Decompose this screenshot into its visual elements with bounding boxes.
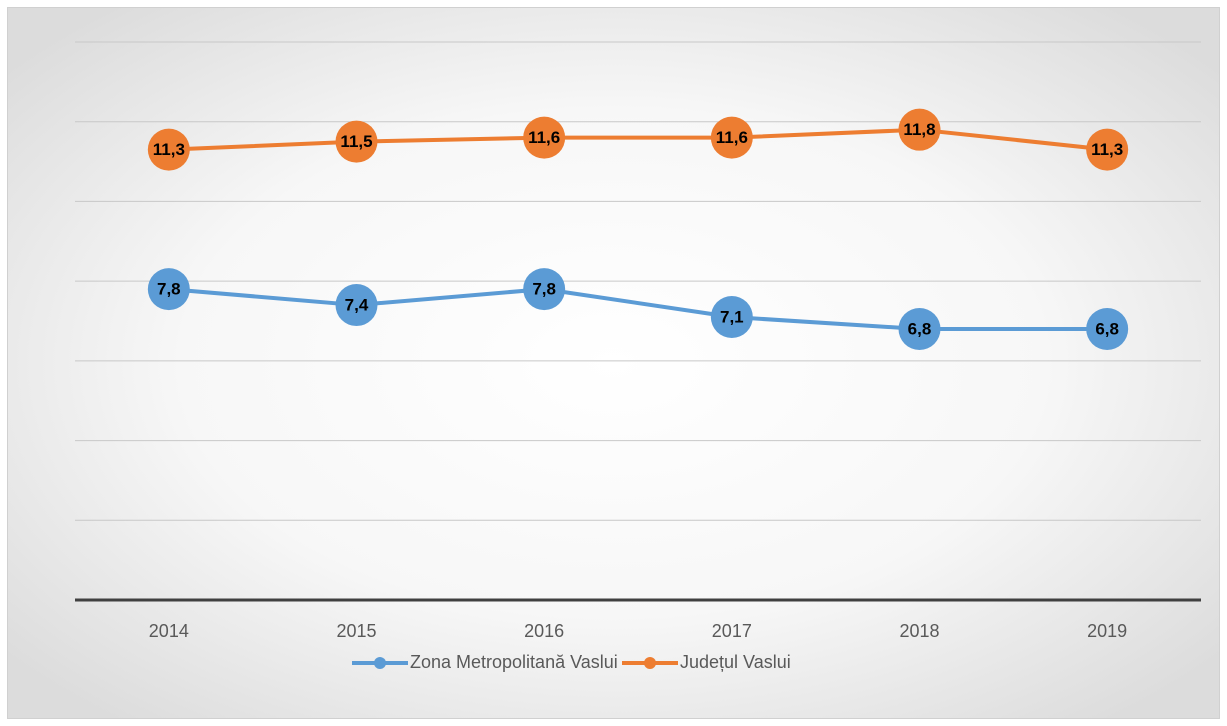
- data-label: 11,6: [716, 128, 748, 147]
- chart-background: [7, 7, 1220, 719]
- data-point: [898, 307, 941, 350]
- data-label: 7,8: [157, 280, 181, 299]
- data-point: [335, 284, 378, 327]
- legend-marker: [644, 657, 656, 669]
- legend-marker: [374, 657, 386, 669]
- data-label: 11,8: [903, 120, 935, 139]
- legend-label: Zona Metropolitană Vaslui: [410, 652, 618, 672]
- data-label: 7,4: [345, 296, 369, 315]
- data-point: [335, 120, 378, 163]
- data-point: [147, 128, 190, 171]
- data-label: 11,6: [528, 128, 560, 147]
- data-label: 6,8: [908, 319, 932, 338]
- x-tick-label: 2015: [336, 621, 376, 641]
- data-point: [898, 108, 941, 151]
- data-label: 6,8: [1095, 319, 1119, 338]
- data-point: [1086, 307, 1129, 350]
- x-tick-label: 2019: [1087, 621, 1127, 641]
- data-point: [523, 268, 566, 311]
- x-tick-label: 2016: [524, 621, 564, 641]
- data-point: [147, 268, 190, 311]
- data-label: 7,1: [720, 307, 744, 326]
- data-point: [523, 116, 566, 159]
- x-tick-label: 2014: [149, 621, 189, 641]
- series-line: [168, 287, 1108, 331]
- data-label: 7,8: [532, 280, 556, 299]
- data-point: [710, 116, 753, 159]
- x-tick-label: 2018: [899, 621, 939, 641]
- x-tick-label: 2017: [712, 621, 752, 641]
- data-point: [1086, 128, 1129, 171]
- data-point: [710, 296, 753, 339]
- legend-label: Județul Vaslui: [680, 652, 791, 672]
- series-line: [168, 127, 1108, 152]
- data-label: 11,5: [340, 132, 372, 151]
- data-label: 11,3: [1091, 140, 1123, 159]
- data-label: 11,3: [153, 140, 185, 159]
